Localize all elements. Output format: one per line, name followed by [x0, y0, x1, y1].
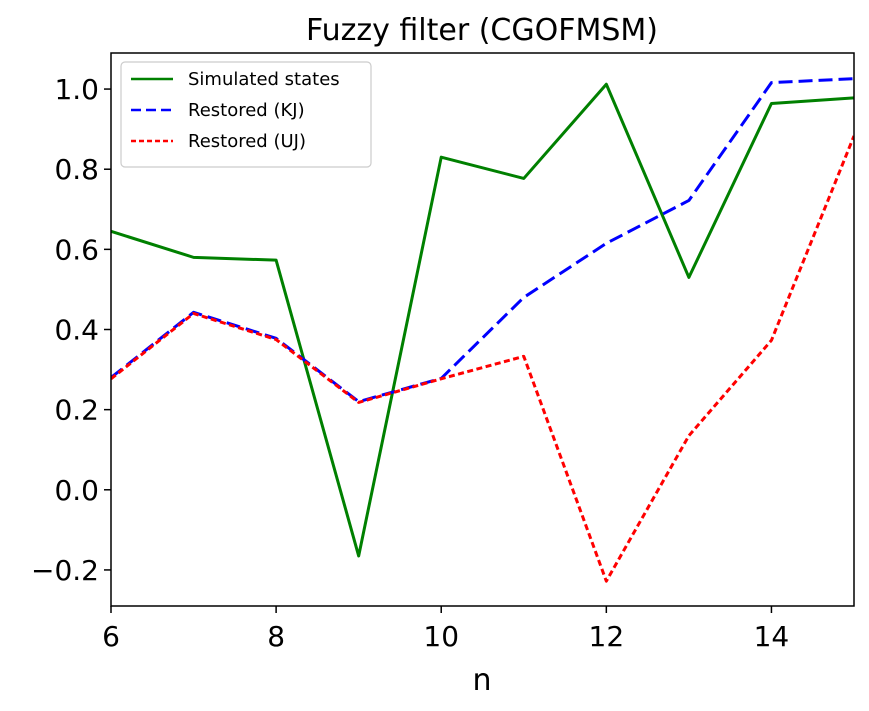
y-tick-label: 1.0	[54, 73, 99, 106]
legend: Simulated states Restored (KJ) Restored (U…	[120, 61, 372, 168]
x-axis: 6 8 10 12 14	[102, 606, 789, 653]
series-line-1	[111, 82, 854, 558]
legend-label: Restored (UJ)	[188, 131, 306, 152]
y-tick-label: −0.2	[31, 554, 99, 587]
series-line-3	[111, 135, 854, 583]
legend-label: Restored (KJ)	[188, 100, 305, 121]
x-tick-label: 6	[102, 620, 120, 653]
y-tick-label: 0.0	[54, 474, 99, 507]
y-tick-label: 0.2	[54, 394, 99, 427]
x-tick-label: 14	[754, 620, 790, 653]
legend-label: Simulated states	[188, 69, 340, 90]
legend-box	[120, 61, 372, 168]
y-tick-label: 0.8	[54, 153, 99, 186]
y-tick-label: 0.6	[54, 233, 99, 266]
y-axis: −0.2 0.0 0.2 0.4 0.6 0.8 1.0	[31, 73, 111, 587]
x-tick-label: 12	[589, 620, 625, 653]
series-layer	[111, 77, 854, 583]
x-tick-label: 10	[423, 620, 459, 653]
y-tick-label: 0.4	[54, 314, 99, 347]
chart-title: Fuzzy filter (CGOFMSM)	[306, 13, 658, 48]
x-tick-label: 8	[267, 620, 285, 653]
x-axis-label: n	[472, 663, 491, 698]
